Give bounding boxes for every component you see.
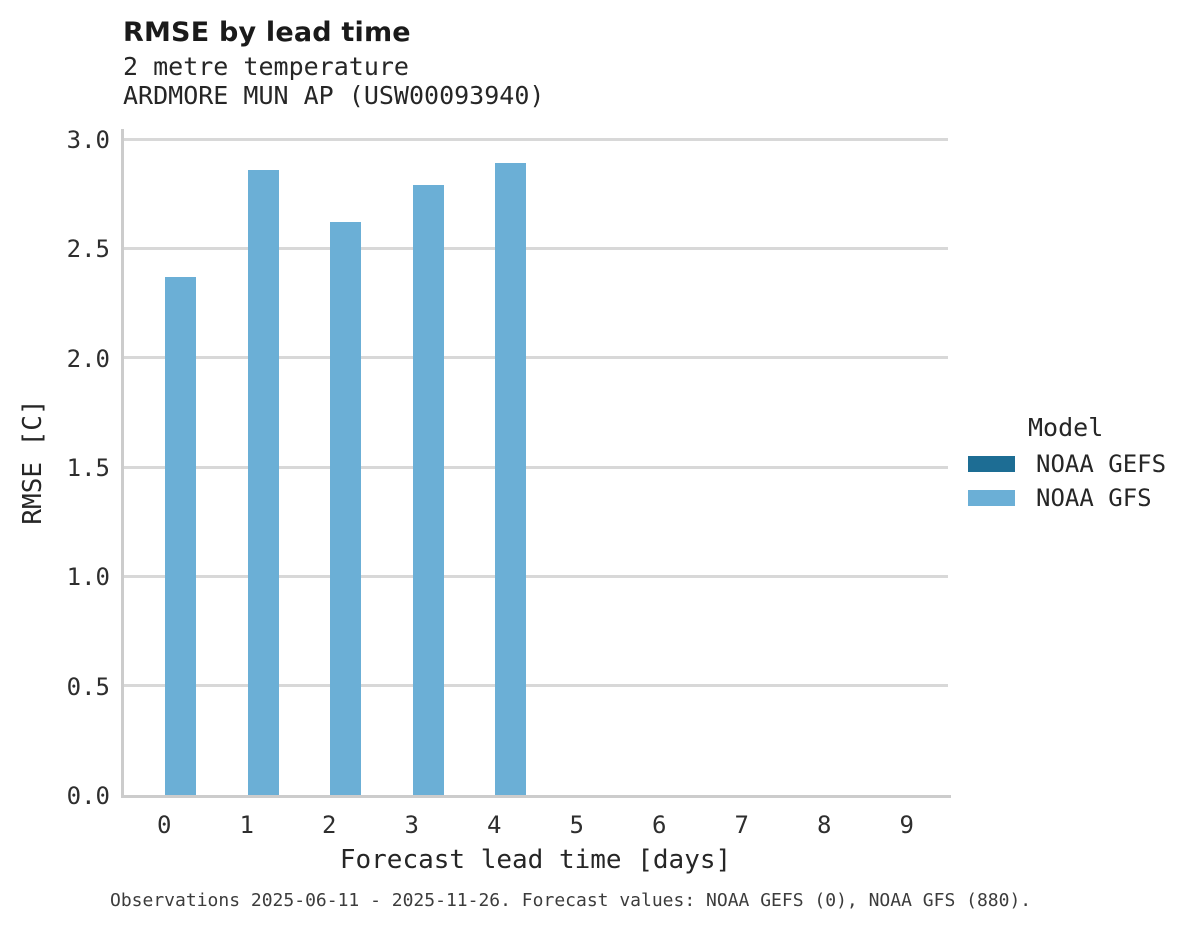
legend-label-noaa-gfs: NOAA GFS — [1036, 484, 1152, 512]
bar-noaa-gfs-lead-3 — [412, 184, 444, 795]
x-tick-label: 7 — [734, 811, 749, 839]
x-tick-label: 9 — [899, 811, 914, 839]
gridline — [123, 684, 948, 688]
gridline — [123, 246, 948, 250]
gridline — [123, 465, 948, 469]
x-tick-label: 6 — [652, 811, 667, 839]
x-tick-label: 4 — [487, 811, 502, 839]
x-axis-spine — [121, 795, 951, 798]
x-tick-label: 2 — [322, 811, 337, 839]
y-tick-label: 1.5 — [66, 454, 110, 482]
y-tick-label: 0.5 — [66, 672, 110, 701]
x-axis-label: Forecast lead time [days] — [339, 845, 732, 875]
y-tick-label: 2.0 — [66, 344, 110, 373]
gridline — [123, 356, 948, 360]
x-tick-label: 0 — [157, 811, 172, 839]
bar-noaa-gfs-lead-0 — [165, 276, 197, 795]
x-tick-label: 5 — [569, 811, 584, 839]
x-tick-label: 8 — [817, 811, 832, 839]
legend-swatch-noaa-gefs — [968, 456, 1015, 472]
bar-noaa-gfs-lead-2 — [330, 222, 362, 795]
legend-label-noaa-gefs: NOAA GEFS — [1036, 450, 1167, 478]
bar-noaa-gfs-lead-4 — [495, 163, 527, 795]
chart-caption: Observations 2025-06-11 - 2025-11-26. Fo… — [110, 890, 1032, 911]
gridline — [123, 137, 948, 141]
legend-title: Model — [1028, 413, 1104, 442]
x-tick-label: 3 — [404, 811, 419, 839]
y-tick-label: 3.0 — [66, 126, 110, 154]
bar-noaa-gfs-lead-1 — [247, 169, 279, 795]
y-tick-label: 0.0 — [66, 782, 110, 810]
chart-title: RMSE by lead time — [123, 17, 411, 48]
chart-subtitle-variable: 2 metre temperature — [123, 52, 409, 81]
y-tick-label: 1.0 — [66, 563, 110, 592]
legend-swatch-noaa-gfs — [968, 490, 1015, 506]
y-axis-label: RMSE [C] — [18, 399, 48, 525]
y-tick-label: 2.5 — [66, 235, 110, 264]
y-axis-spine — [121, 129, 124, 798]
x-tick-label: 1 — [239, 811, 254, 839]
chart-subtitle-station: ARDMORE MUN AP (USW00093940) — [123, 81, 545, 110]
gridline — [123, 574, 948, 578]
